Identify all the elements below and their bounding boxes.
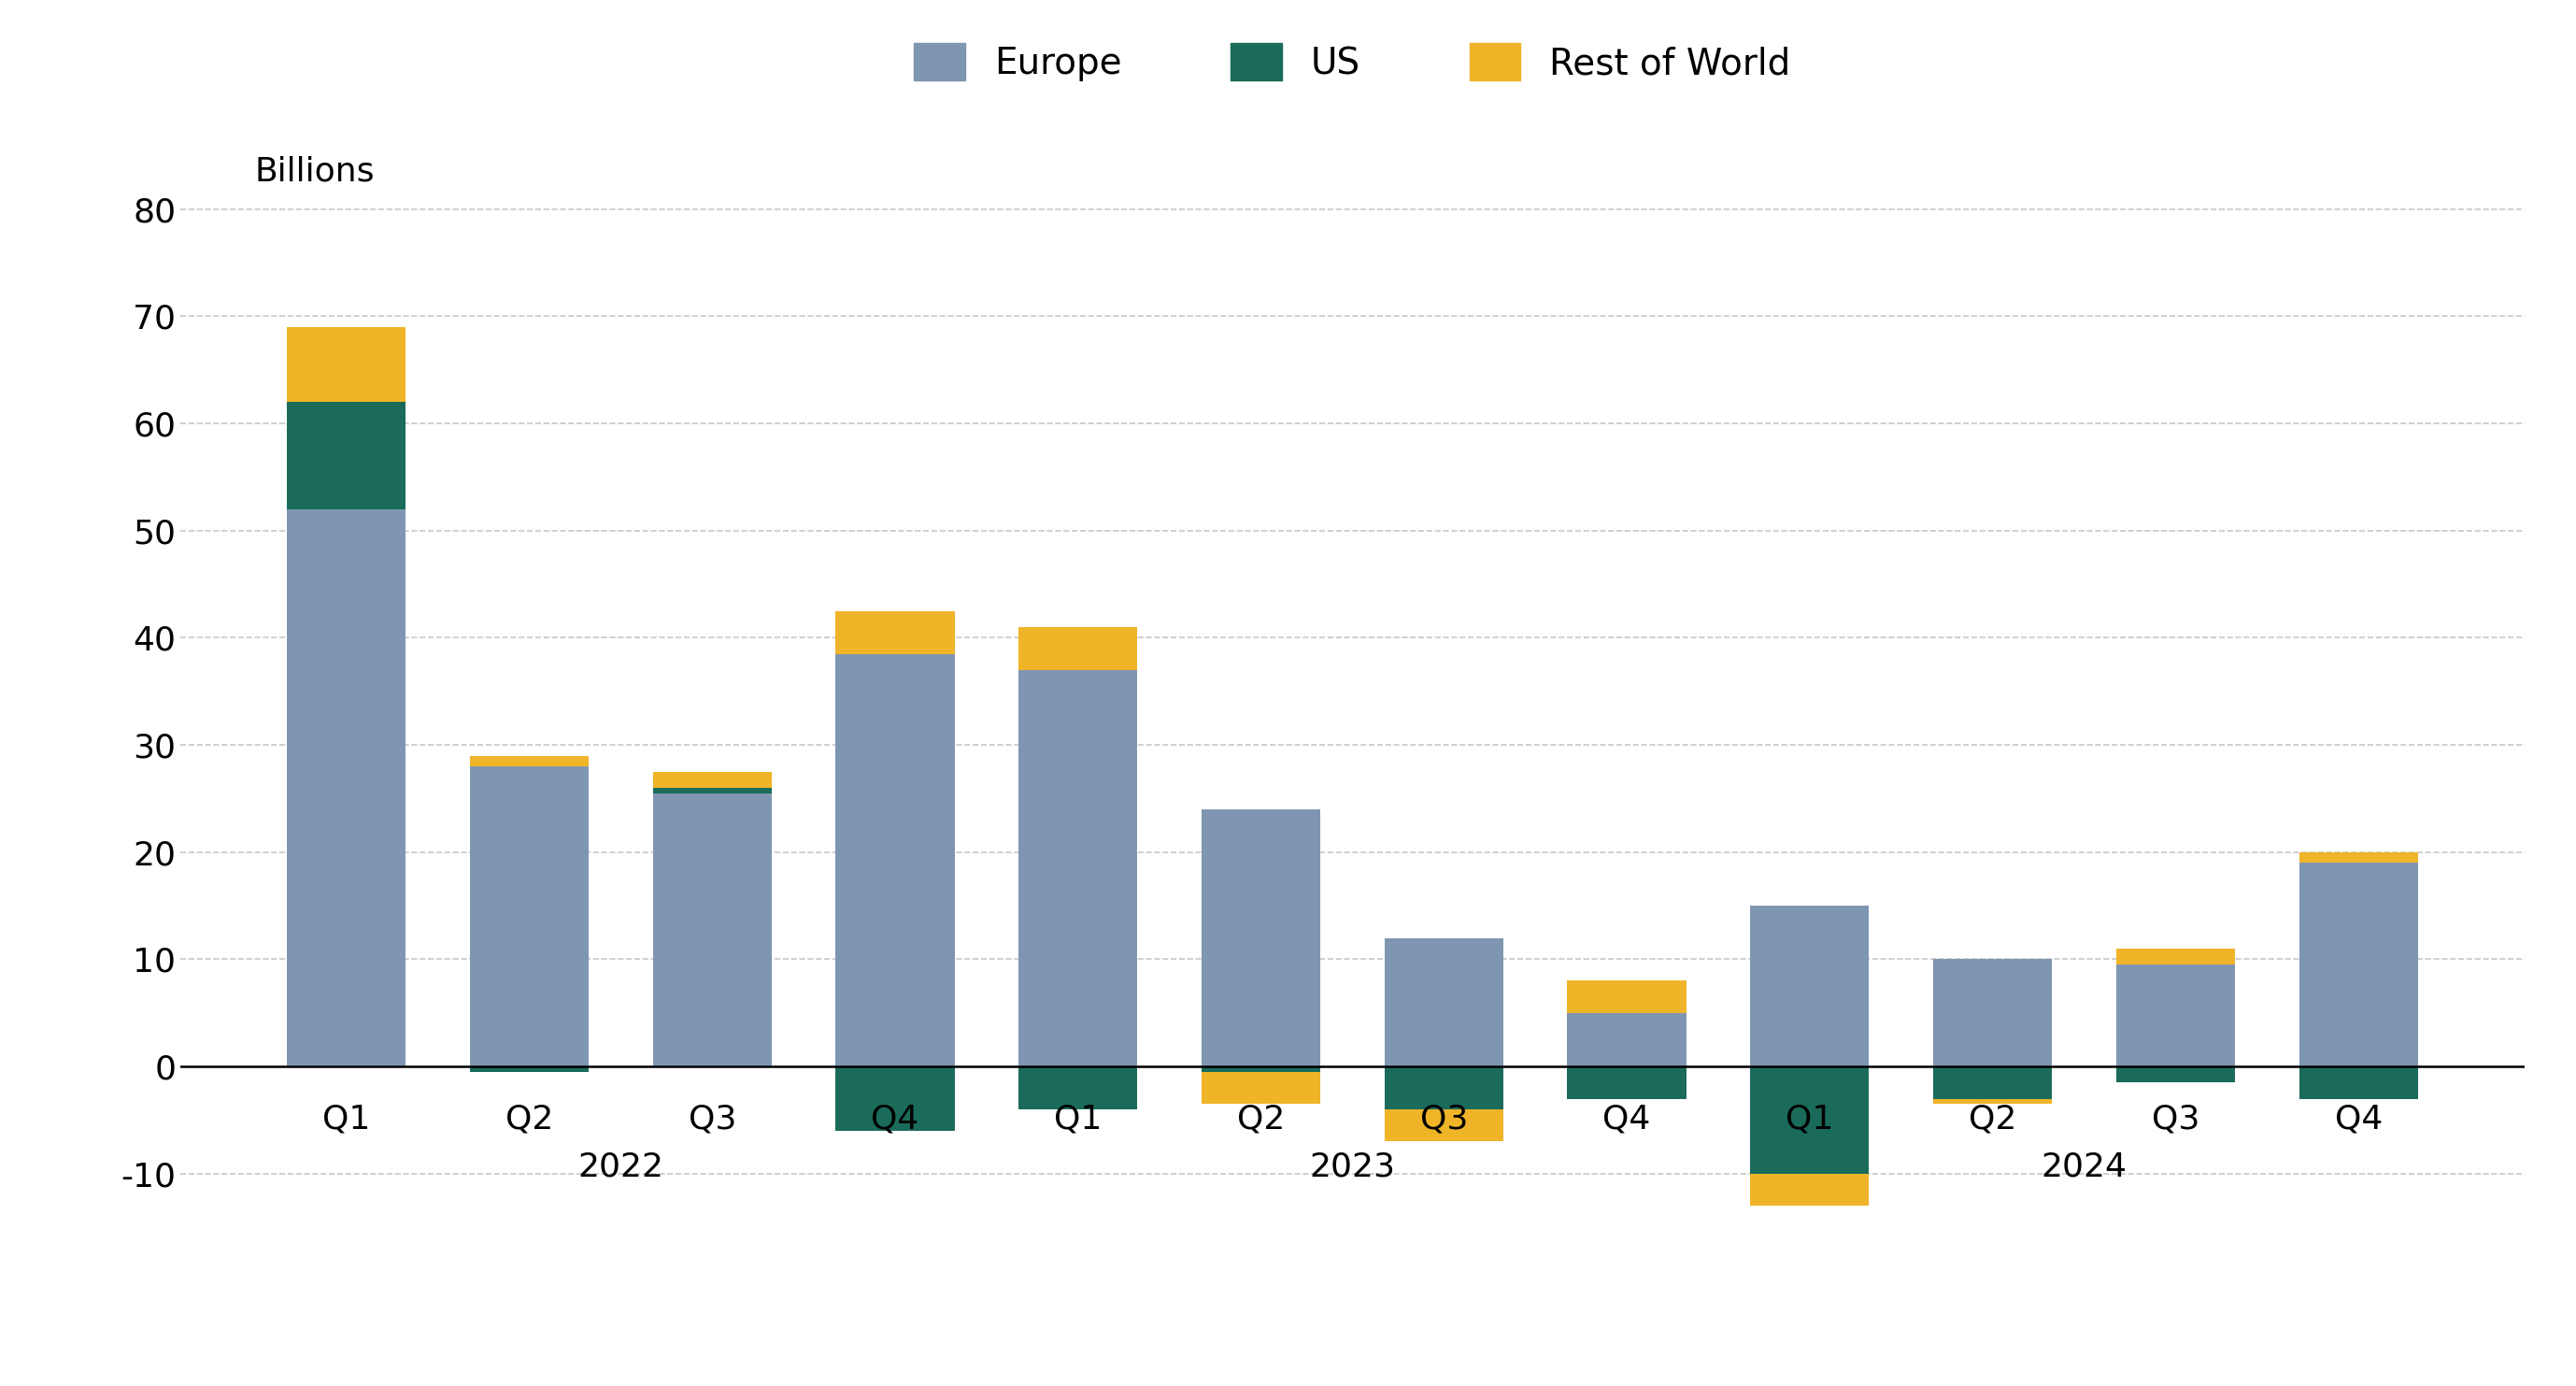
Bar	[1566, 1066, 1687, 1099]
Bar	[469, 755, 590, 766]
Bar	[1200, 1071, 1321, 1105]
Bar	[1566, 1013, 1687, 1066]
Text: Q1: Q1	[322, 1103, 371, 1135]
Bar	[1932, 1099, 2053, 1105]
Legend: Europe, US, Rest of World: Europe, US, Rest of World	[899, 29, 1806, 96]
Bar	[469, 1066, 590, 1071]
Bar	[652, 787, 773, 793]
Bar	[1200, 1066, 1321, 1071]
Bar	[1018, 626, 1139, 669]
Bar	[2115, 965, 2236, 1066]
Text: 2024: 2024	[2040, 1150, 2128, 1182]
Bar	[1383, 1066, 1504, 1109]
Text: Q1: Q1	[1054, 1103, 1103, 1135]
Bar	[2298, 1066, 2419, 1099]
Text: 2022: 2022	[577, 1150, 665, 1182]
Bar	[1749, 906, 1870, 1066]
Bar	[1018, 669, 1139, 1066]
Bar	[286, 509, 407, 1066]
Text: Q2: Q2	[505, 1103, 554, 1135]
Text: Q4: Q4	[871, 1103, 920, 1135]
Bar	[1200, 809, 1321, 1066]
Bar	[2115, 1066, 2236, 1082]
Bar	[1383, 938, 1504, 1066]
Bar	[835, 654, 956, 1066]
Bar	[1749, 1066, 1870, 1174]
Text: Q4: Q4	[2334, 1103, 2383, 1135]
Text: 2023: 2023	[1309, 1150, 1396, 1182]
Text: Q3: Q3	[688, 1103, 737, 1135]
Bar	[286, 327, 407, 402]
Text: Q1: Q1	[1785, 1103, 1834, 1135]
Text: Billions: Billions	[255, 157, 376, 187]
Bar	[2298, 852, 2419, 863]
Text: Q4: Q4	[1602, 1103, 1651, 1135]
Bar	[1749, 1174, 1870, 1281]
Bar	[1383, 1109, 1504, 1142]
Text: Q3: Q3	[1419, 1103, 1468, 1135]
Bar	[2298, 863, 2419, 1066]
Text: Q2: Q2	[1968, 1103, 2017, 1135]
Text: Q2: Q2	[1236, 1103, 1285, 1135]
Bar	[835, 611, 956, 654]
Bar	[469, 766, 590, 1066]
Bar	[1932, 959, 2053, 1066]
Bar	[1018, 1066, 1139, 1109]
Bar	[2115, 948, 2236, 965]
Text: Q3: Q3	[2151, 1103, 2200, 1135]
Bar	[1932, 1066, 2053, 1099]
Bar	[835, 1066, 956, 1131]
Bar	[1566, 981, 1687, 1013]
Bar	[652, 772, 773, 787]
Bar	[286, 402, 407, 509]
Bar	[652, 793, 773, 1066]
